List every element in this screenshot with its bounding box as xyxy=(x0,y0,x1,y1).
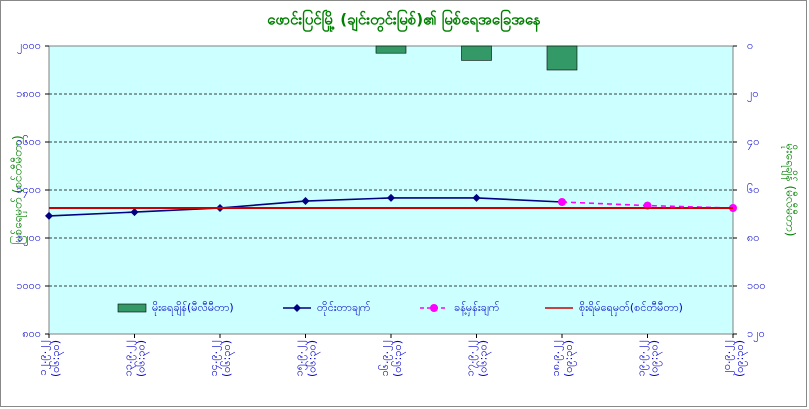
bar xyxy=(375,45,407,54)
legend-label: စိုးရိမ်ရေမှတ်(စင်တီမီတာ) xyxy=(579,301,683,316)
y-tick-label: ၁၈၀၀ xyxy=(16,87,41,100)
legend-marker xyxy=(430,304,438,312)
x-tick-label: (၀၉:၃၀) xyxy=(648,340,663,377)
y2-tick-label: ၁၀၀ xyxy=(747,279,766,292)
legend-label: မိုးရေချိန်(မီလီမီတာ) xyxy=(152,301,234,316)
data-point xyxy=(558,198,566,206)
x-tick-label: (၀၆:၃၀) xyxy=(477,340,492,377)
bar xyxy=(546,45,578,71)
y-tick-label: ၁၄၀၀ xyxy=(16,183,41,198)
data-point xyxy=(301,197,310,206)
y-tick-label: ၁၆၀၀ xyxy=(16,135,41,148)
x-tick-label: (၀၉:၃၀) xyxy=(733,340,748,377)
legend-label: ခန့်မှန်းချက် xyxy=(454,301,500,316)
legend-marker xyxy=(293,304,301,312)
x-tick-label: (၀၆:၃၀) xyxy=(220,340,235,377)
y2-tick-label: ၄၀ xyxy=(747,135,759,150)
y2-tick-label: ၆၀ xyxy=(747,183,759,196)
x-tick-label: (၀၆:၃၀) xyxy=(49,340,64,377)
y2-tick-label: ၁၂၀ xyxy=(747,327,765,342)
y2-axis-title: မိုးရေချိန် (မီလီမီတာ) xyxy=(781,144,799,237)
x-tick-label: ၁၃.၉.၂၂ xyxy=(122,340,137,376)
x-tick-label: (၀၆:၃၀) xyxy=(135,340,150,377)
y2-tick-label: ၈၀ xyxy=(747,231,759,244)
x-tick-label: ၁၅.၉.၂၂ xyxy=(293,340,308,376)
x-tick-label: (၀၉:၃၀) xyxy=(562,340,577,377)
y2-tick-label: ၀ xyxy=(747,39,753,52)
y-tick-label: ၈၀၀ xyxy=(22,327,41,340)
x-tick-label: ၂၀.၉.၂၂ xyxy=(720,340,735,376)
y-tick-label: ၁၀၀၀ xyxy=(16,279,41,292)
x-tick-label: ၁၇.၉.၂၂ xyxy=(464,340,479,376)
x-tick-label: ၁၉.၉.၂၂ xyxy=(635,340,650,376)
y-tick-label: ၂၀၀၀ xyxy=(17,39,41,54)
legend-swatch xyxy=(117,303,147,313)
bar xyxy=(461,45,492,61)
data-point xyxy=(387,193,395,202)
data-point xyxy=(472,193,481,202)
data-point xyxy=(45,211,53,220)
y2-tick-label: ၂၀ xyxy=(747,87,759,102)
y-tick-label: ၁၂၀၀ xyxy=(17,231,41,246)
x-tick-label: ၁၆.၉.၂၂ xyxy=(378,340,393,376)
x-tick-label: (၀၆:၃၀) xyxy=(306,340,321,377)
x-tick-label: ၁၂.၉.၂၂ xyxy=(36,340,51,376)
x-tick-label: (၀၆:၃၀) xyxy=(391,340,406,377)
x-tick-label: ၁၈.၉.၂၂ xyxy=(549,340,564,376)
x-tick-label: ၁၄.၉.၂၂ xyxy=(207,340,222,376)
legend-label: တိုင်းတာချက် xyxy=(317,301,371,316)
data-point xyxy=(130,208,139,217)
y-axis-title: မြစ်ရေမှတ် (စင်တီမီတာ) xyxy=(9,135,28,244)
